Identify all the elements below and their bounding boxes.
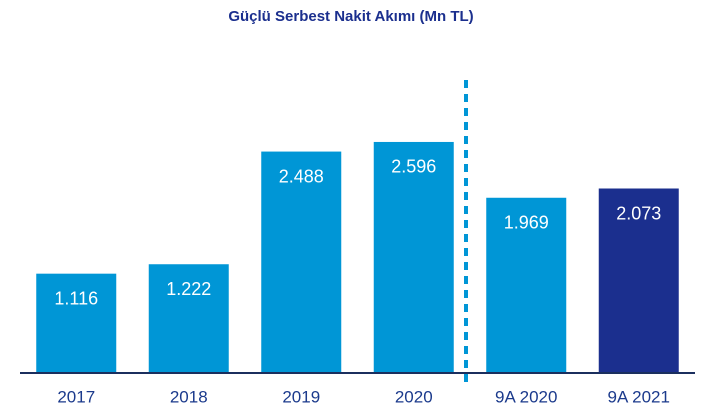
x-tick-label: 9A 2021 xyxy=(608,387,670,406)
x-tick-label: 2017 xyxy=(57,387,95,406)
x-tick-label: 2018 xyxy=(170,387,208,406)
value-label: 1.116 xyxy=(54,288,98,308)
bar xyxy=(486,197,567,373)
x-tick-label: 2019 xyxy=(282,387,320,406)
value-label: 1.969 xyxy=(504,213,549,233)
bar xyxy=(148,264,229,373)
bar xyxy=(36,273,117,373)
bar xyxy=(373,141,454,373)
value-label: 2.596 xyxy=(391,157,436,177)
chart-title: Güçlü Serbest Nakit Akımı (Mn TL) xyxy=(228,8,473,25)
value-label: 2.073 xyxy=(616,203,661,223)
value-label: 2.488 xyxy=(279,166,324,186)
bar xyxy=(261,151,342,373)
bar xyxy=(598,188,679,373)
x-tick-label: 2020 xyxy=(395,387,433,406)
x-tick-label: 9A 2020 xyxy=(495,387,557,406)
value-label: 1.222 xyxy=(166,279,211,299)
